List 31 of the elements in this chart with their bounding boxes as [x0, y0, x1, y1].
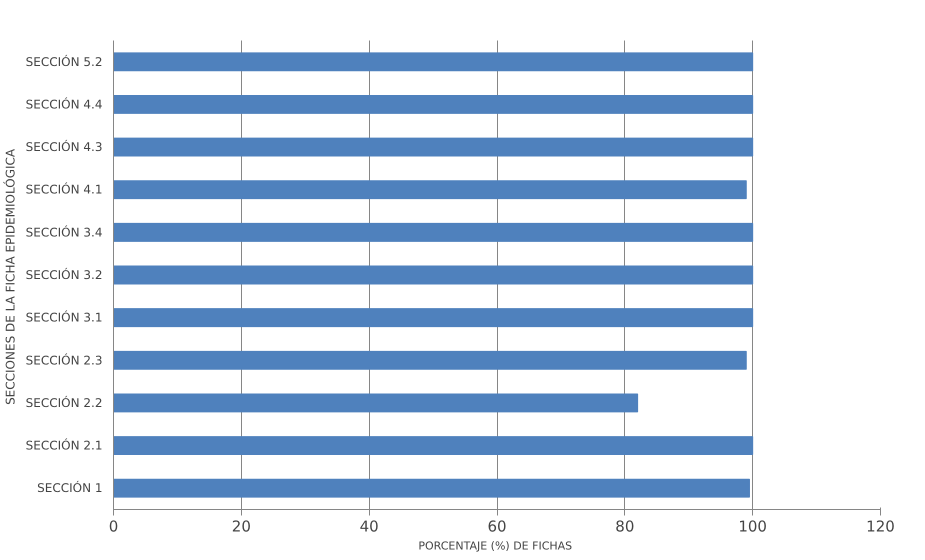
y-tick-label: SECCIÓN 4.4	[26, 96, 103, 112]
bar	[114, 52, 754, 72]
bar	[114, 436, 754, 455]
y-tick-label: SECCIÓN 2.3	[26, 352, 103, 368]
x-axis-title: PORCENTAJE (%) DE FICHAS	[418, 540, 572, 552]
bar	[114, 138, 754, 157]
y-axis-title: SECCIONES DE LA FICHA EPIDEMIOLÓGICA	[2, 148, 18, 405]
x-tick-label: 40	[360, 518, 379, 536]
bar	[114, 308, 754, 328]
x-tick-label: 80	[615, 518, 634, 536]
bar	[114, 222, 754, 242]
x-tick-label: 120	[866, 518, 895, 536]
y-tick-label: SECCIÓN 2.1	[26, 438, 103, 453]
bar	[114, 478, 750, 498]
y-tick-label: SECCIÓN 4.1	[26, 182, 103, 197]
x-tick-label: 20	[232, 518, 251, 536]
bar	[114, 266, 754, 284]
y-tick-label: SECCIÓN 3.2	[26, 267, 103, 282]
y-tick-label: SECCIÓN 4.3	[26, 139, 103, 154]
y-tick-label: SECCIÓN 2.2	[26, 394, 103, 410]
y-tick-label: SECCIÓN 5.2	[26, 54, 103, 69]
bar	[114, 350, 747, 370]
bar	[114, 180, 747, 200]
y-tick-label: SECCIÓN 3.1	[26, 310, 103, 325]
x-tick-label: 60	[487, 518, 507, 536]
bar	[114, 95, 754, 114]
bar	[114, 393, 638, 412]
x-tick-label: 0	[108, 518, 118, 536]
y-tick-label: SECCIÓN 1	[37, 480, 103, 496]
y-tick-label: SECCIÓN 3.4	[26, 224, 103, 240]
x-tick-label: 100	[738, 518, 767, 536]
